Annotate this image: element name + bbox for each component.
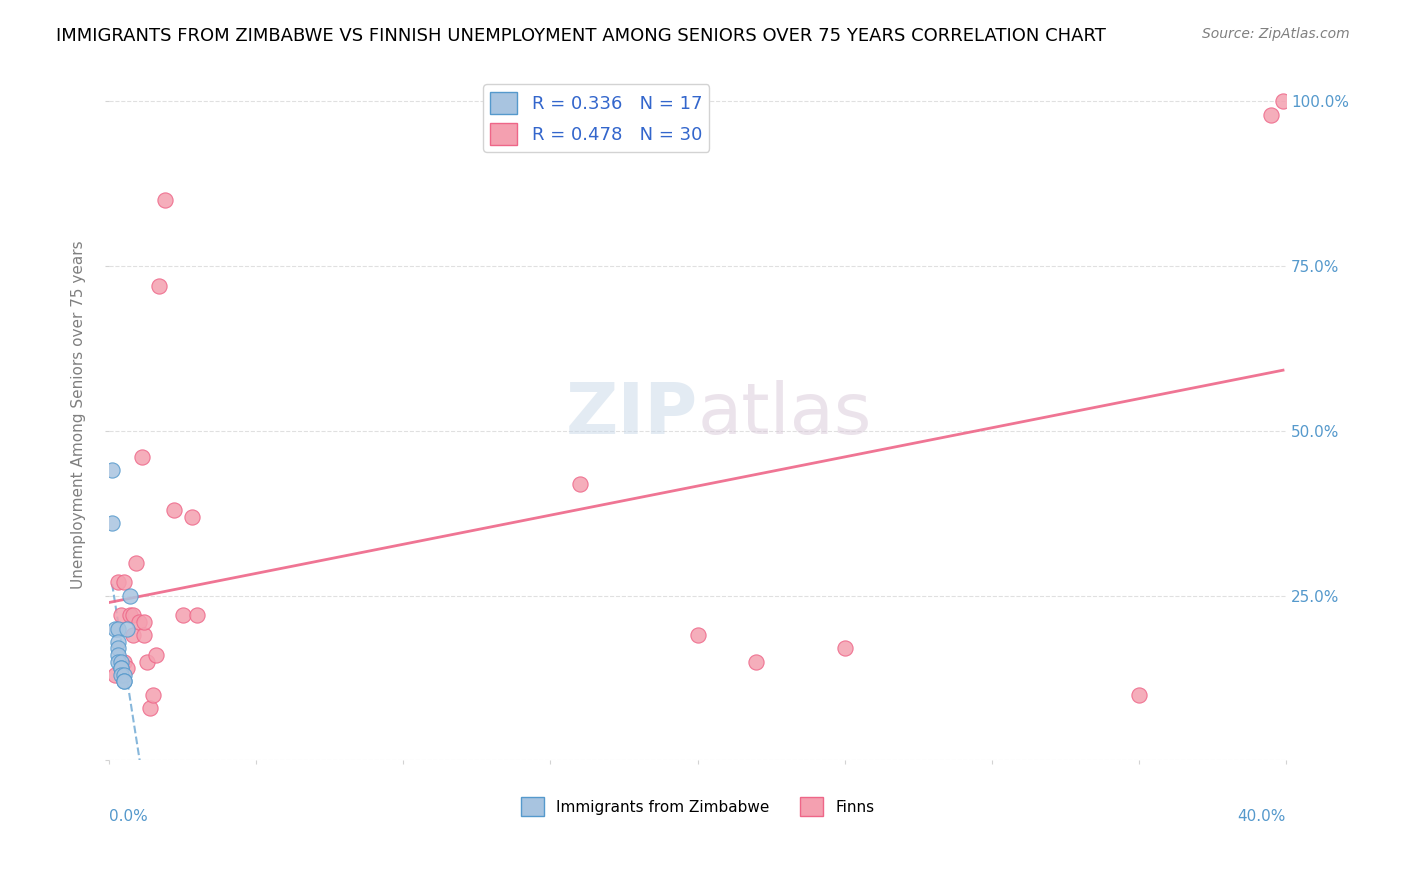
Point (1128, 688, 1150, 702)
Point (101, 463, 124, 477)
Point (124, 556, 146, 570)
Point (107, 655, 129, 669)
Point (112, 667, 135, 681)
Point (112, 575, 135, 590)
Point (112, 655, 135, 669)
Point (101, 516, 124, 531)
Point (136, 655, 159, 669)
Point (686, 628, 709, 642)
Point (104, 667, 127, 681)
Text: Source: ZipAtlas.com: Source: ZipAtlas.com (1202, 27, 1350, 41)
Point (112, 674, 135, 689)
Point (110, 667, 132, 681)
Point (180, 509, 202, 524)
Text: ZIP: ZIP (565, 380, 697, 449)
Point (112, 674, 135, 689)
Point (145, 648, 167, 662)
Point (110, 655, 132, 669)
Point (148, 279, 170, 293)
Text: IMMIGRANTS FROM ZIMBABWE VS FINNISH UNEMPLOYMENT AMONG SENIORS OVER 75 YEARS COR: IMMIGRANTS FROM ZIMBABWE VS FINNISH UNEM… (56, 27, 1107, 45)
Point (1260, 108, 1282, 122)
Text: atlas: atlas (697, 380, 872, 449)
Text: 40.0%: 40.0% (1237, 809, 1286, 824)
Point (115, 661, 138, 675)
Point (115, 622, 138, 636)
Point (186, 608, 208, 623)
Point (110, 661, 132, 675)
Text: 0.0%: 0.0% (110, 809, 148, 824)
Point (153, 194, 176, 208)
Point (134, 628, 156, 642)
Point (118, 608, 141, 623)
Y-axis label: Unemployment Among Seniors over 75 years: Unemployment Among Seniors over 75 years (72, 240, 86, 589)
Point (107, 575, 129, 590)
Point (745, 655, 768, 669)
Point (834, 641, 856, 656)
Legend: Immigrants from Zimbabwe, Finns: Immigrants from Zimbabwe, Finns (515, 791, 880, 822)
Point (107, 634, 129, 648)
Point (107, 648, 129, 662)
Point (107, 641, 129, 656)
Point (568, 476, 591, 491)
Point (110, 608, 132, 623)
Point (121, 628, 143, 642)
Point (142, 688, 165, 702)
Point (107, 622, 129, 636)
Point (118, 589, 141, 603)
Point (121, 608, 143, 623)
Point (110, 661, 132, 675)
Point (1272, 95, 1295, 109)
Point (163, 503, 186, 517)
Point (131, 450, 153, 465)
Point (128, 615, 150, 629)
Point (139, 700, 162, 714)
Point (134, 615, 156, 629)
Point (172, 608, 194, 623)
Point (104, 622, 127, 636)
